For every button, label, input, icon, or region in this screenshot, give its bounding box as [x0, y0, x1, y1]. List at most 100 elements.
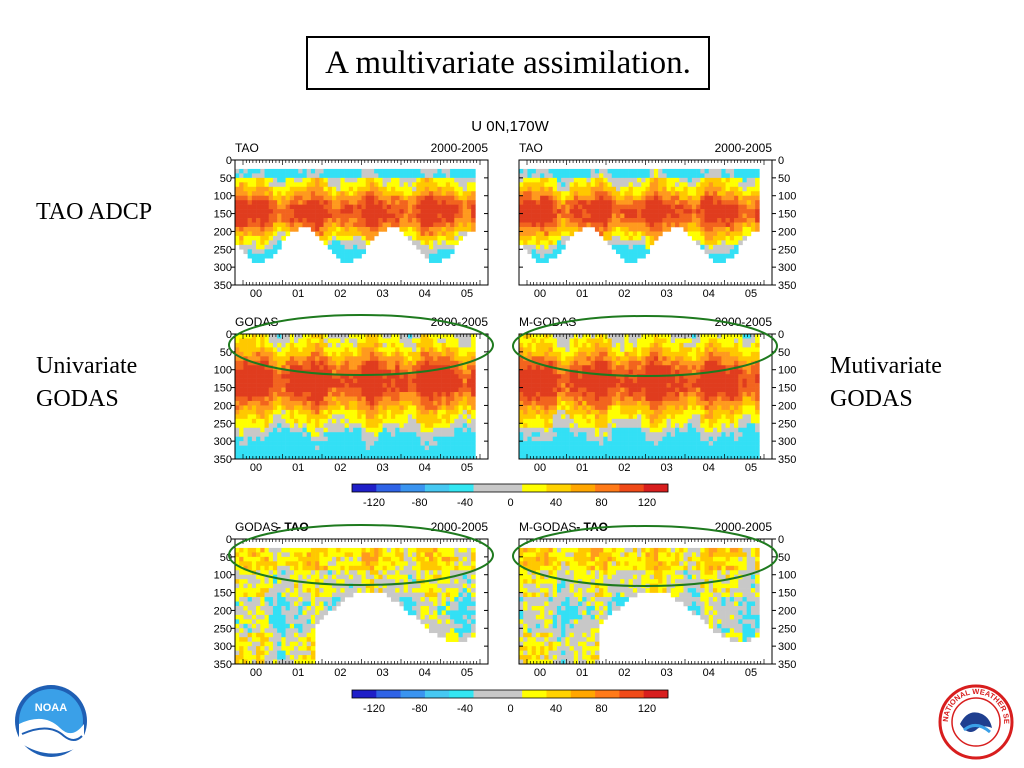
heatmap-cell	[348, 209, 354, 214]
heatmap-cell	[344, 392, 350, 397]
heatmap-cell	[424, 231, 430, 237]
heatmap-cell	[340, 445, 345, 451]
heatmap-cell	[535, 400, 541, 406]
heatmap-cell	[239, 342, 244, 348]
heatmap-cell	[603, 405, 608, 411]
heatmap-cell	[433, 356, 438, 362]
heatmap-cell	[717, 191, 722, 197]
heatmap-cell	[578, 432, 583, 437]
heatmap-cell	[466, 454, 472, 460]
heatmap-cell	[445, 338, 451, 344]
heatmap-cell	[416, 240, 421, 246]
heatmap-cell	[590, 396, 596, 402]
heatmap-cell	[382, 342, 388, 348]
heatmap-cell	[649, 235, 655, 241]
heatmap-cell	[712, 240, 718, 246]
heatmap-cell	[462, 186, 468, 192]
heatmap-cell	[523, 441, 528, 446]
heatmap-cell	[620, 423, 625, 429]
heatmap-cell	[391, 432, 396, 437]
heatmap-cell	[445, 360, 451, 366]
heatmap-cell	[353, 213, 358, 219]
heatmap-cell	[734, 204, 739, 210]
heatmap-cell	[666, 200, 672, 205]
heatmap-cell	[552, 226, 558, 232]
heatmap-cell	[471, 383, 476, 388]
heatmap-cell	[315, 195, 320, 201]
heatmap-cell	[289, 414, 295, 420]
heatmap-cell	[277, 342, 282, 348]
heatmap-cell	[441, 441, 447, 446]
heatmap-cell	[382, 445, 388, 451]
heatmap-cell	[412, 427, 417, 433]
heatmap-cell	[315, 204, 320, 210]
heatmap-cell	[428, 365, 434, 371]
heatmap-cell	[450, 244, 455, 250]
heatmap-cell	[310, 378, 316, 384]
heatmap-cell	[336, 427, 341, 433]
heatmap-cell	[331, 231, 337, 237]
heatmap-cell	[527, 168, 532, 174]
heatmap-cell	[712, 191, 718, 197]
heatmap-cell	[323, 360, 329, 366]
heatmap-cell	[582, 218, 587, 223]
heatmap-cell	[340, 334, 345, 339]
heatmap-cell	[391, 383, 396, 388]
heatmap-cell	[391, 191, 396, 197]
heatmap-cell	[340, 423, 345, 429]
heatmap-cell	[590, 200, 596, 205]
heatmap-cell	[458, 235, 463, 241]
heatmap-cell	[374, 454, 379, 460]
heatmap-cell	[340, 351, 345, 357]
heatmap-cell	[243, 378, 248, 384]
heatmap-cell	[268, 173, 274, 179]
heatmap-cell	[243, 436, 248, 442]
heatmap-cell	[285, 195, 291, 201]
heatmap-cell	[336, 338, 341, 344]
heatmap-cell	[548, 436, 554, 442]
heatmap-cell	[637, 235, 642, 241]
heatmap-cell	[424, 365, 430, 371]
heatmap-cell	[548, 392, 554, 397]
heatmap-cell	[540, 177, 545, 183]
heatmap-cell	[712, 173, 718, 179]
heatmap-cell	[615, 200, 621, 205]
heatmap-cell	[620, 365, 625, 371]
heatmap-cell	[243, 374, 248, 379]
heatmap-cell	[433, 441, 438, 446]
heatmap-cell	[407, 454, 413, 460]
heatmap-cell	[544, 226, 549, 232]
heatmap-cell	[729, 195, 735, 201]
heatmap-cell	[361, 427, 367, 433]
heatmap-cell	[624, 378, 629, 384]
heatmap-cell	[450, 168, 455, 174]
heatmap-cell	[251, 369, 257, 375]
heatmap-cell	[256, 383, 261, 388]
heatmap-cell	[544, 168, 549, 174]
heatmap-cell	[251, 445, 257, 451]
heatmap-cell	[599, 365, 604, 371]
heatmap-cell	[344, 191, 350, 197]
heatmap-cell	[378, 191, 383, 197]
heatmap-cell	[750, 226, 756, 232]
heatmap-cell	[344, 186, 350, 192]
heatmap-cell	[750, 191, 756, 197]
heatmap-cell	[548, 383, 554, 388]
heatmap-cell	[666, 182, 672, 188]
heatmap-cell	[471, 365, 476, 371]
heatmap-cell	[424, 351, 430, 357]
heatmap-cell	[403, 204, 409, 210]
heatmap-cell	[420, 334, 426, 339]
heatmap-cell	[416, 374, 421, 379]
heatmap-cell	[552, 392, 558, 397]
heatmap-cell	[277, 244, 282, 250]
heatmap-cell	[573, 374, 579, 379]
heatmap-cell	[573, 200, 579, 205]
heatmap-cell	[399, 173, 404, 179]
heatmap-cell	[357, 204, 362, 210]
heatmap-cell	[645, 351, 651, 357]
heatmap-cell	[750, 222, 756, 228]
heatmap-cell	[458, 432, 463, 437]
heatmap-cell	[586, 374, 591, 379]
heatmap-cell	[289, 177, 295, 183]
